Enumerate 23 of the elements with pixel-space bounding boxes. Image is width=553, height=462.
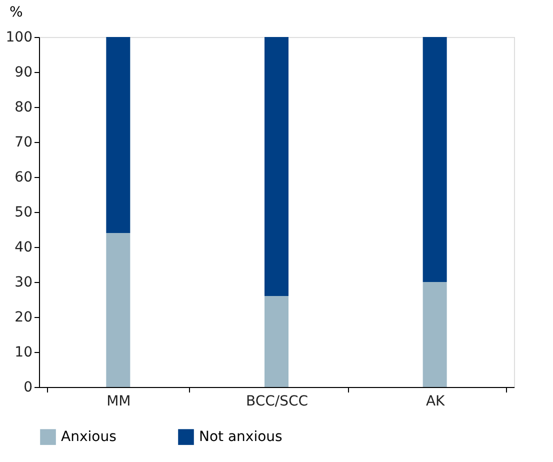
y-tick-label: 30 <box>14 274 32 290</box>
x-tick-label: MM <box>106 394 131 410</box>
y-tick-label: 60 <box>14 170 32 186</box>
bar <box>264 37 288 296</box>
legend-label: Anxious <box>61 429 116 446</box>
y-tick-label: 80 <box>14 100 32 116</box>
y-tick-label: 40 <box>14 240 32 256</box>
y-tick-label: 10 <box>14 344 32 360</box>
bar <box>106 233 130 387</box>
bar <box>422 282 447 387</box>
y-axis-title: % <box>10 4 23 20</box>
y-tick-label: 100 <box>6 30 32 46</box>
legend-label: Not anxious <box>199 429 282 446</box>
y-tick-label: 0 <box>24 380 32 396</box>
y-tick-label: 90 <box>14 64 32 80</box>
y-tick-label: 50 <box>14 204 32 220</box>
x-tick-label: AK <box>426 394 446 410</box>
y-tick-label: 20 <box>14 310 32 326</box>
bar <box>106 37 130 233</box>
bar <box>264 296 288 387</box>
bar <box>422 37 447 282</box>
y-tick-label: 70 <box>14 134 32 150</box>
x-tick-label: BCC/SCC <box>246 394 308 410</box>
